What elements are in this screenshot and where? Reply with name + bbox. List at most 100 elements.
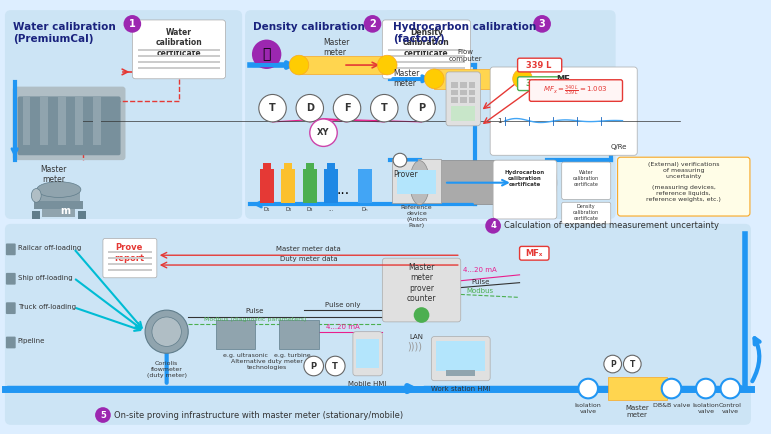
Circle shape — [333, 95, 361, 122]
FancyBboxPatch shape — [490, 67, 637, 155]
Text: Master
meter: Master meter — [625, 405, 649, 418]
Bar — [40, 96, 48, 145]
Bar — [108, 251, 152, 253]
Text: Isolation
valve: Isolation valve — [692, 403, 719, 414]
Bar — [451, 89, 458, 95]
Bar — [392, 159, 441, 203]
Text: DB&B valve: DB&B valve — [653, 403, 690, 408]
Circle shape — [145, 310, 188, 353]
Text: 1: 1 — [498, 118, 502, 124]
FancyBboxPatch shape — [6, 337, 15, 349]
Text: MFₓ: MFₓ — [526, 249, 543, 258]
FancyBboxPatch shape — [6, 273, 15, 285]
FancyBboxPatch shape — [618, 157, 750, 216]
Bar — [281, 169, 295, 203]
Text: Density calibration: Density calibration — [253, 22, 365, 32]
Bar — [138, 49, 220, 51]
Text: Control
valve: Control valve — [719, 403, 742, 414]
Bar — [328, 163, 335, 169]
FancyBboxPatch shape — [517, 77, 562, 91]
Text: Water
calibration
certificate: Water calibration certificate — [573, 170, 599, 187]
Circle shape — [604, 355, 621, 373]
Circle shape — [624, 355, 641, 373]
Bar — [58, 96, 66, 145]
Circle shape — [534, 15, 551, 33]
FancyBboxPatch shape — [493, 160, 557, 219]
Bar — [446, 370, 476, 376]
Circle shape — [296, 95, 324, 122]
Bar — [389, 67, 465, 69]
Text: Work station HMI: Work station HMI — [431, 386, 490, 391]
Circle shape — [310, 119, 337, 146]
FancyBboxPatch shape — [517, 58, 562, 72]
Text: Pulse only: Pulse only — [325, 302, 361, 308]
Circle shape — [123, 15, 141, 33]
Circle shape — [378, 55, 397, 75]
Text: Pulse: Pulse — [246, 308, 264, 314]
FancyBboxPatch shape — [5, 10, 242, 219]
Ellipse shape — [37, 182, 81, 197]
FancyBboxPatch shape — [133, 20, 225, 79]
Text: Master
meter: Master meter — [41, 165, 67, 184]
Text: Coriolis
flowmeter
(duty meter): Coriolis flowmeter (duty meter) — [146, 361, 187, 378]
Text: m: m — [61, 206, 71, 216]
Text: 5: 5 — [100, 411, 106, 420]
FancyBboxPatch shape — [6, 302, 15, 314]
FancyBboxPatch shape — [353, 332, 382, 376]
Text: LAN: LAN — [409, 334, 423, 339]
Text: $MF_x = \frac{340L}{339L} = 1.003$: $MF_x = \frac{340L}{339L} = 1.003$ — [543, 83, 608, 98]
Text: T: T — [381, 103, 388, 113]
Text: 339 L: 339 L — [527, 61, 552, 69]
Bar — [460, 97, 466, 103]
Bar — [358, 169, 372, 203]
Text: Pulse: Pulse — [471, 279, 490, 285]
Text: D₁: D₁ — [264, 207, 270, 212]
Circle shape — [95, 407, 111, 423]
Circle shape — [513, 69, 532, 89]
Text: Flow
computer: Flow computer — [449, 49, 483, 62]
FancyBboxPatch shape — [386, 10, 615, 219]
Text: Q/Re: Q/Re — [611, 145, 628, 150]
Bar — [36, 190, 80, 201]
Bar — [138, 67, 220, 69]
Bar — [325, 169, 338, 203]
Text: T: T — [630, 359, 635, 368]
Bar — [35, 201, 83, 209]
Text: On-site proving infrastructure with master meter (stationary/mobile): On-site proving infrastructure with mast… — [113, 411, 402, 420]
Text: 3: 3 — [539, 19, 546, 29]
Text: 🌡: 🌡 — [262, 47, 271, 61]
Text: P: P — [610, 359, 615, 368]
Circle shape — [393, 153, 407, 167]
Text: P: P — [418, 103, 425, 113]
Text: )))): )))) — [407, 342, 422, 352]
Bar — [22, 96, 30, 145]
Text: 4...20 mA: 4...20 mA — [463, 267, 497, 273]
Text: (External) verifications
of measuring
uncertainty

(measuring devices,
reference: (External) verifications of measuring un… — [646, 162, 721, 202]
Text: T: T — [332, 362, 338, 371]
FancyBboxPatch shape — [382, 20, 470, 79]
Bar — [303, 169, 317, 203]
Circle shape — [662, 379, 682, 398]
Circle shape — [152, 317, 181, 346]
Bar — [42, 209, 76, 217]
Bar — [469, 82, 476, 88]
Circle shape — [259, 95, 286, 122]
Text: Truck off-loading: Truck off-loading — [18, 304, 76, 310]
Bar — [460, 89, 466, 95]
Ellipse shape — [537, 161, 557, 205]
FancyBboxPatch shape — [382, 258, 461, 322]
Bar — [263, 163, 271, 169]
Bar — [93, 96, 101, 145]
Bar — [260, 169, 274, 203]
Text: Isolation
valve: Isolation valve — [575, 403, 601, 414]
Bar — [436, 342, 485, 371]
Circle shape — [425, 69, 444, 89]
Text: 4: 4 — [490, 221, 496, 230]
Text: Duty meter data: Duty meter data — [280, 256, 338, 262]
FancyBboxPatch shape — [520, 247, 549, 260]
Text: Dₙ: Dₙ — [362, 207, 368, 212]
Circle shape — [371, 95, 398, 122]
Bar — [279, 320, 318, 349]
Bar — [356, 339, 379, 368]
Text: 1: 1 — [129, 19, 136, 29]
